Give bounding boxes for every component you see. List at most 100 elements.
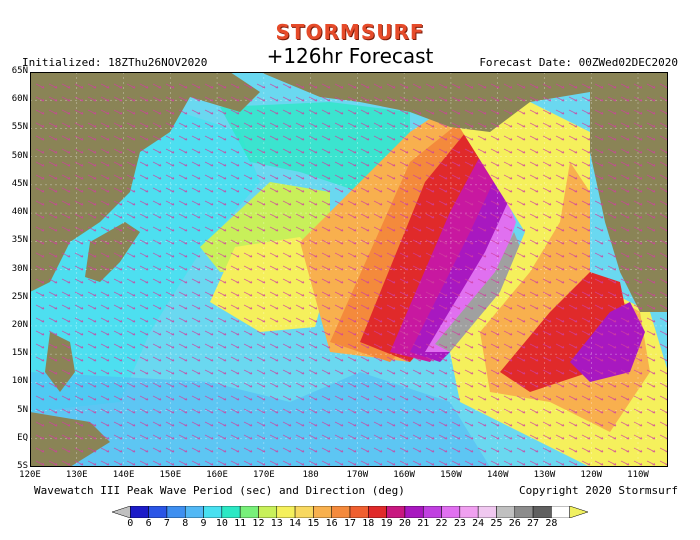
direction-arrow bbox=[334, 200, 344, 206]
direction-arrow bbox=[438, 460, 448, 466]
direction-arrow bbox=[646, 382, 656, 388]
direction-arrow bbox=[360, 213, 370, 219]
direction-arrow bbox=[594, 187, 604, 193]
direction-arrow bbox=[178, 109, 188, 115]
direction-arrow bbox=[126, 369, 136, 375]
direction-arrow bbox=[269, 135, 279, 141]
direction-arrow bbox=[126, 161, 136, 167]
direction-arrow bbox=[477, 265, 487, 271]
direction-arrow bbox=[269, 148, 279, 154]
direction-arrow bbox=[477, 447, 487, 453]
direction-arrow bbox=[412, 239, 422, 245]
direction-arrow bbox=[477, 213, 487, 219]
direction-arrow bbox=[425, 304, 435, 310]
direction-arrow bbox=[217, 239, 227, 245]
direction-arrow bbox=[61, 317, 71, 323]
direction-arrow bbox=[386, 148, 396, 154]
direction-arrow bbox=[321, 356, 331, 362]
direction-arrow bbox=[139, 343, 149, 349]
direction-arrow bbox=[334, 239, 344, 245]
direction-arrow bbox=[607, 187, 617, 193]
direction-arrow bbox=[412, 434, 422, 440]
direction-arrow bbox=[542, 434, 552, 440]
direction-arrow bbox=[35, 356, 45, 362]
direction-arrow bbox=[334, 265, 344, 271]
direction-arrows bbox=[35, 83, 668, 466]
direction-arrow bbox=[204, 213, 214, 219]
direction-arrow bbox=[360, 330, 370, 336]
lon-label: 130E bbox=[65, 470, 88, 480]
forecast-title: +126hr Forecast bbox=[266, 44, 434, 68]
direction-arrow bbox=[152, 278, 162, 284]
direction-arrow bbox=[74, 304, 84, 310]
direction-arrow bbox=[412, 304, 422, 310]
direction-arrow bbox=[386, 226, 396, 232]
direction-arrow bbox=[308, 122, 318, 128]
direction-arrow bbox=[646, 291, 656, 297]
direction-arrow bbox=[373, 83, 383, 89]
direction-arrow bbox=[555, 96, 565, 102]
direction-arrow bbox=[87, 291, 97, 297]
direction-arrow bbox=[542, 109, 552, 115]
legend-swatch bbox=[459, 506, 479, 518]
direction-arrow bbox=[269, 122, 279, 128]
direction-arrow bbox=[282, 161, 292, 167]
direction-arrow bbox=[334, 356, 344, 362]
direction-arrow bbox=[451, 304, 461, 310]
direction-arrow bbox=[594, 421, 604, 427]
direction-arrow bbox=[347, 226, 357, 232]
direction-arrow bbox=[61, 148, 71, 154]
direction-arrow bbox=[113, 317, 123, 323]
direction-arrow bbox=[620, 291, 630, 297]
direction-arrow bbox=[503, 213, 513, 219]
direction-arrow bbox=[87, 447, 97, 453]
direction-arrow bbox=[620, 447, 630, 453]
direction-arrow bbox=[165, 434, 175, 440]
direction-arrow bbox=[490, 122, 500, 128]
direction-arrow bbox=[399, 200, 409, 206]
direction-arrow bbox=[126, 460, 136, 466]
direction-arrow bbox=[360, 226, 370, 232]
direction-arrow bbox=[243, 200, 253, 206]
direction-arrow bbox=[178, 330, 188, 336]
direction-arrow bbox=[477, 148, 487, 154]
direction-arrow bbox=[282, 330, 292, 336]
direction-arrow bbox=[581, 83, 591, 89]
direction-arrow bbox=[373, 109, 383, 115]
direction-arrow bbox=[620, 135, 630, 141]
direction-arrow bbox=[412, 200, 422, 206]
direction-arrow bbox=[139, 434, 149, 440]
direction-arrow bbox=[542, 265, 552, 271]
direction-arrow bbox=[334, 291, 344, 297]
direction-arrow bbox=[347, 356, 357, 362]
direction-arrow bbox=[490, 330, 500, 336]
direction-arrow bbox=[243, 421, 253, 427]
direction-arrow bbox=[516, 291, 526, 297]
direction-arrow bbox=[295, 421, 305, 427]
direction-arrow bbox=[230, 213, 240, 219]
direction-arrow bbox=[178, 408, 188, 414]
forecast-map bbox=[30, 72, 668, 467]
direction-arrow bbox=[204, 122, 214, 128]
direction-arrow bbox=[555, 447, 565, 453]
direction-arrow bbox=[607, 200, 617, 206]
direction-arrow bbox=[412, 395, 422, 401]
legend-tick-label: 23 bbox=[453, 518, 466, 529]
direction-arrow bbox=[126, 356, 136, 362]
direction-arrow bbox=[152, 369, 162, 375]
direction-arrow bbox=[412, 96, 422, 102]
direction-arrow bbox=[61, 187, 71, 193]
direction-arrow bbox=[568, 421, 578, 427]
direction-arrow bbox=[386, 252, 396, 258]
direction-arrow bbox=[35, 317, 45, 323]
direction-arrow bbox=[74, 434, 84, 440]
direction-arrow bbox=[74, 213, 84, 219]
direction-arrow bbox=[542, 343, 552, 349]
direction-arrow bbox=[139, 317, 149, 323]
direction-arrow bbox=[373, 434, 383, 440]
direction-arrow bbox=[503, 460, 513, 466]
direction-arrow bbox=[191, 187, 201, 193]
direction-arrow bbox=[425, 187, 435, 193]
direction-arrow bbox=[334, 434, 344, 440]
direction-arrow bbox=[386, 408, 396, 414]
